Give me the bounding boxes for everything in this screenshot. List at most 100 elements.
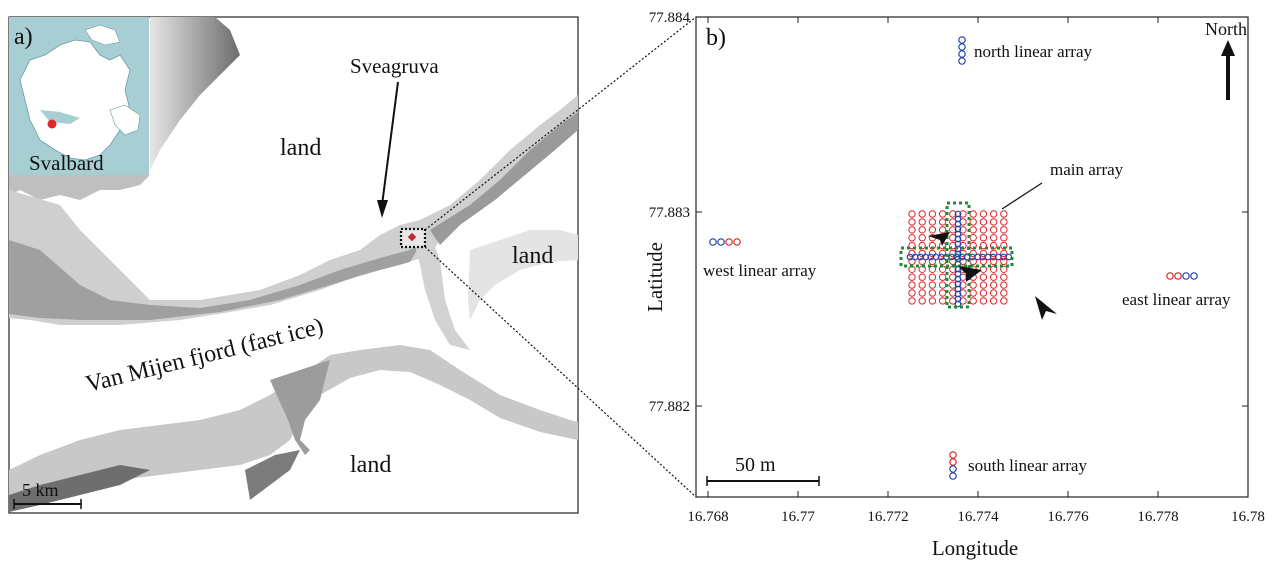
main-array-sensor-red <box>969 218 977 226</box>
north-label: North <box>1205 19 1247 39</box>
main-array-sensor-red <box>918 241 926 250</box>
main-array-sensor-red <box>989 281 998 289</box>
main-array-sensor-red <box>959 210 967 218</box>
main-array-sensor-red <box>959 289 967 297</box>
east-array-sensor <box>1166 272 1174 280</box>
scale-label-a: 5 km <box>22 480 59 500</box>
main-array-sensor-red <box>918 289 926 297</box>
arrowhead-2 <box>958 266 982 282</box>
main-array-sensor-red <box>918 218 926 226</box>
main-array-sensor-red <box>1000 297 1008 305</box>
zoom-line-top <box>424 16 697 231</box>
main-array-sensor-red <box>979 273 988 281</box>
arrowhead-3 <box>1035 296 1057 320</box>
south-array-label: south linear array <box>968 456 1087 475</box>
main-array-sensor-red <box>928 226 937 234</box>
main-array-sensor-red <box>1000 273 1008 281</box>
main-array-sensor-blue <box>954 235 962 243</box>
main-array-sensor-blue <box>954 215 962 223</box>
west-array-sensor <box>725 238 733 246</box>
x-tick-label: 16.776 <box>1047 509 1089 525</box>
arrowhead-1 <box>928 232 950 246</box>
main-array-sensor-red <box>979 218 988 226</box>
north-array-sensor <box>958 57 966 65</box>
land-label-south: land <box>350 452 391 478</box>
south-array-sensor <box>949 465 957 473</box>
east-array-sensor <box>1182 272 1190 280</box>
panel-a-label: a) <box>14 24 33 50</box>
main-array-sensor-red <box>1000 265 1008 273</box>
y-tick-label: 77.882 <box>649 399 690 415</box>
green-box-horizontal <box>899 246 1014 268</box>
main-array-sensor-blue <box>954 280 962 288</box>
main-array-sensor-red <box>979 210 988 218</box>
east-array-sensor <box>1174 272 1182 280</box>
x-tick-label: 16.78 <box>1231 509 1265 525</box>
main-array-sensor-red <box>949 210 957 218</box>
sveagruva-label: Sveagruva <box>350 54 439 78</box>
main-array-sensor-red <box>989 218 998 226</box>
main-array-sensor-red <box>908 234 916 242</box>
main-array-sensor-red <box>1000 249 1008 258</box>
main-array-sensor-red <box>938 218 947 226</box>
scale-label-b: 50 m <box>735 454 776 476</box>
main-array-sensor-red <box>989 234 998 242</box>
main-array-sensor-red <box>949 281 957 289</box>
main-array-sensor-red <box>949 249 957 258</box>
east-array-sensor <box>1190 272 1198 280</box>
west-array-sensor <box>733 238 741 246</box>
main-array-sensor-red <box>959 281 967 289</box>
south-array-sensor <box>949 458 957 466</box>
main-array-sensor-red <box>918 210 926 218</box>
main-array-sensor-red <box>1000 226 1008 234</box>
y-tick-label: 77.883 <box>649 205 690 221</box>
x-tick-label: 16.768 <box>687 509 728 525</box>
main-array-sensor-red <box>1000 210 1008 218</box>
main-array-sensor-blue <box>954 210 962 218</box>
main-array-sensor-blue <box>954 225 962 233</box>
main-array-sensor-red <box>979 297 988 305</box>
east-array-label: east linear array <box>1122 290 1231 309</box>
main-array-sensor-red <box>938 226 947 234</box>
green-box-vertical <box>945 201 971 309</box>
main-array-label: main array <box>1050 160 1124 179</box>
main-array-sensor-blue <box>954 290 962 298</box>
main-array-sensor-red <box>928 273 937 281</box>
main-array-sensor-red <box>989 249 998 258</box>
main-array-sensor-red <box>959 226 967 234</box>
main-array-sensor-blue <box>954 230 962 238</box>
main-array-sensor-red <box>908 218 916 226</box>
main-array-sensor-red <box>989 289 998 297</box>
main-array-sensor-red <box>959 234 967 242</box>
main-array-sensor-red <box>918 226 926 234</box>
panel-b-plot: b) 16.768 16.77 16.772 16.774 16.776 16.778 16… <box>643 10 1265 560</box>
main-array-sensor-red <box>989 265 998 273</box>
land-label-east: land <box>512 243 553 269</box>
main-array-sensor-blue <box>954 275 962 283</box>
main-array-sensor-red <box>1000 218 1008 226</box>
main-array-sensor-red <box>918 297 926 305</box>
main-array-sensor-red <box>979 249 988 258</box>
main-array-sensor-blue <box>954 300 962 308</box>
main-array-sensor-red <box>928 289 937 297</box>
plot-frame <box>695 16 1249 498</box>
main-array-sensor-red <box>1000 234 1008 242</box>
y-axis-ticks: 77.882 77.883 77.884 <box>649 10 1248 415</box>
main-array-sensor-blue <box>954 285 962 293</box>
x-tick-label: 16.77 <box>781 509 815 525</box>
west-array-sensor <box>709 238 717 246</box>
main-array-sensor-red <box>979 281 988 289</box>
main-array-sensor-red <box>979 241 988 250</box>
main-array-sensor-red <box>959 249 967 258</box>
main-array-sensor-red <box>928 265 937 273</box>
main-array-sensor-blue <box>954 220 962 228</box>
y-axis-label: Latitude <box>643 242 667 312</box>
north-shore-terrain <box>150 17 240 170</box>
main-array-sensor-red <box>1000 257 1008 266</box>
south-array-sensor <box>949 451 957 459</box>
x-tick-label: 16.778 <box>1137 509 1178 525</box>
south-array-sensor <box>949 472 957 480</box>
main-array-sensor-red <box>989 273 998 281</box>
main-array-sensor-red <box>989 226 998 234</box>
